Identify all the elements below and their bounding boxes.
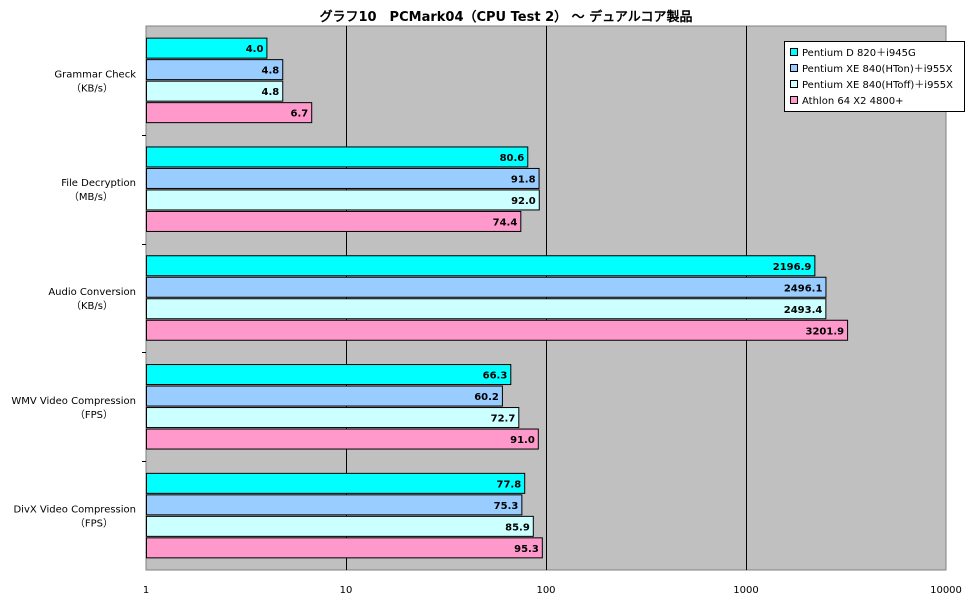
bar	[146, 494, 523, 516]
category-unit-label: （FPS）	[75, 409, 113, 421]
data-label: 80.6	[500, 153, 525, 164]
category-label: Grammar Check	[54, 69, 136, 80]
legend-label: Pentium XE 840(HTon)＋i955X	[802, 64, 953, 75]
chart-title: グラフ10 PCMark04（CPU Test 2） ～ デュアルコア製品	[319, 9, 692, 25]
bar	[146, 255, 816, 277]
bar	[146, 364, 512, 386]
data-label: 60.2	[474, 392, 499, 403]
legend-swatch	[790, 80, 798, 88]
x-tick-label: 10	[340, 585, 353, 596]
data-label: 6.7	[290, 109, 308, 120]
data-label: 92.0	[511, 196, 536, 207]
bar	[146, 319, 849, 341]
bar	[146, 385, 503, 407]
data-label: 91.8	[511, 174, 536, 185]
bar	[146, 537, 543, 559]
data-label: 85.9	[505, 522, 530, 533]
legend-swatch	[790, 96, 798, 104]
data-label: 4.8	[262, 66, 280, 77]
legend-label: Athlon 64 X2 4800+	[802, 96, 903, 107]
bar	[146, 80, 284, 102]
data-label: 91.0	[510, 435, 535, 446]
legend-box	[784, 41, 965, 112]
legend-label: Pentium D 820＋i945G	[802, 48, 916, 59]
data-label: 4.8	[262, 87, 280, 98]
category-label: File Decryption	[61, 178, 136, 189]
x-tick-label: 10000	[930, 585, 962, 596]
x-tick-label: 100	[536, 585, 555, 596]
legend-label: Pentium XE 840(HToff)＋i955X	[802, 80, 953, 91]
data-label: 2493.4	[784, 305, 823, 316]
data-label: 66.3	[483, 371, 508, 382]
bar	[146, 59, 284, 81]
bar	[146, 189, 540, 211]
data-label: 95.3	[514, 544, 539, 555]
category-label: DivX Video Compression	[13, 505, 136, 516]
bar	[146, 102, 313, 124]
data-label: 2196.9	[773, 262, 812, 273]
bar	[146, 298, 827, 320]
legend-swatch	[790, 48, 798, 56]
bar	[146, 37, 268, 59]
data-label: 3201.9	[805, 326, 844, 337]
bar	[146, 472, 526, 494]
data-label: 4.0	[246, 44, 264, 55]
bar	[146, 407, 520, 429]
category-unit-label: （KB/s）	[71, 82, 113, 94]
data-label: 72.7	[491, 414, 516, 425]
bar	[146, 515, 534, 537]
data-label: 2496.1	[784, 283, 823, 294]
x-tick-label: 1	[143, 585, 149, 596]
data-label: 74.4	[493, 217, 518, 228]
x-tick-label: 1000	[733, 585, 758, 596]
category-label: Audio Conversion	[48, 287, 136, 298]
data-label: 77.8	[497, 479, 522, 490]
bar	[146, 276, 827, 298]
bar	[146, 428, 539, 450]
bar	[146, 210, 522, 232]
category-unit-label: （FPS）	[75, 518, 113, 530]
data-label: 75.3	[494, 501, 519, 512]
bar	[146, 167, 540, 189]
legend-swatch	[790, 64, 798, 72]
category-label: WMV Video Compression	[11, 396, 136, 407]
category-unit-label: （KB/s）	[71, 300, 113, 312]
category-unit-label: （MB/s）	[69, 191, 113, 203]
bar	[146, 146, 529, 168]
